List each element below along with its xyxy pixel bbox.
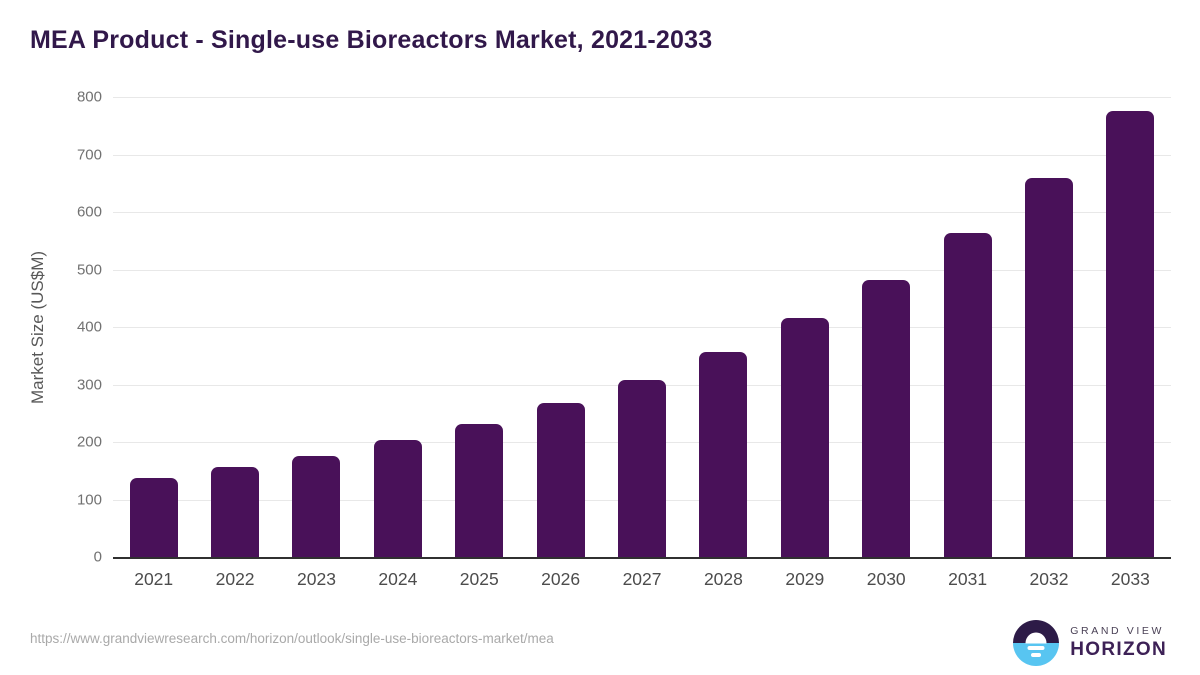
bar-band-2026 (520, 97, 601, 557)
x-tick-label-2023: 2023 (297, 569, 336, 589)
y-tick-label-800: 800 (76, 88, 102, 106)
bar-band-2027 (601, 97, 682, 557)
logo-product-line: HORIZON (1070, 639, 1167, 660)
bar-2033 (1106, 111, 1155, 557)
bar-2031 (943, 233, 992, 557)
bar-2024 (373, 440, 422, 557)
bar-series (113, 97, 1171, 557)
y-tick-label-400: 400 (76, 318, 102, 336)
x-tick-label-2024: 2024 (378, 569, 418, 589)
x-axis-line (113, 557, 1171, 559)
x-tick-label-2031: 2031 (948, 569, 988, 589)
bar-band-2033 (1090, 97, 1171, 557)
y-tick-label-100: 100 (76, 491, 102, 508)
sun-shape (1025, 632, 1047, 643)
x-tick-label-2029: 2029 (785, 569, 825, 589)
x-tick-label-2026: 2026 (541, 569, 581, 589)
bar-band-2028 (683, 97, 764, 557)
x-tick-label-2033: 2033 (1110, 569, 1150, 589)
wave-line-1 (1027, 646, 1045, 650)
bar-band-2023 (276, 97, 357, 557)
bar-2028 (699, 351, 748, 557)
bar-band-2029 (764, 97, 845, 557)
plot-area (113, 97, 1171, 559)
gridline-600 (113, 212, 1171, 213)
bar-band-2021 (113, 97, 194, 557)
x-tick-label-2030: 2030 (866, 569, 906, 589)
y-tick-label-200: 200 (76, 433, 102, 451)
bar-2025 (455, 423, 504, 557)
grandview-horizon-logo: GRAND VIEW HORIZON (1013, 620, 1167, 666)
bar-2026 (536, 402, 585, 557)
bar-band-2025 (439, 97, 520, 557)
y-tick-label-700: 700 (76, 146, 102, 163)
bar-2022 (211, 466, 260, 557)
source-url: https://www.grandviewresearch.com/horizo… (30, 631, 554, 646)
y-tick-label-0: 0 (93, 548, 102, 566)
wave-line-2 (1031, 653, 1042, 657)
gridline-800 (113, 97, 1171, 98)
horizon-sun-icon (1013, 620, 1060, 666)
x-tick-label-2032: 2032 (1029, 569, 1069, 589)
logo-wordmark: GRAND VIEW HORIZON (1070, 625, 1167, 661)
x-tick-label-2027: 2027 (622, 569, 662, 589)
gridline-700 (113, 154, 1171, 156)
bar-band-2024 (357, 97, 438, 557)
bar-2030 (862, 279, 911, 557)
bar-band-2032 (1008, 97, 1089, 557)
x-axis-tick-labels: 2021 2022 2023 2024 2025 2026 2027 2028 2029 2030… (113, 569, 1171, 590)
x-tick-label-2028: 2028 (703, 569, 743, 589)
bar-2027 (618, 379, 667, 557)
y-axis-title: Market Size (US$M) (28, 250, 47, 404)
x-tick-label-2021: 2021 (134, 569, 174, 589)
y-tick-label-500: 500 (76, 261, 102, 278)
gridline-400 (113, 327, 1171, 328)
x-tick-label-2022: 2022 (215, 569, 255, 589)
horizon-sky-half (1013, 620, 1060, 643)
x-tick-label-2025: 2025 (459, 569, 499, 589)
bar-band-2030 (846, 97, 927, 557)
logo-brand-line: GRAND VIEW (1070, 625, 1164, 637)
y-tick-label-600: 600 (76, 203, 102, 221)
bar-band-2022 (194, 97, 275, 557)
bar-2023 (292, 455, 341, 557)
y-tick-label-300: 300 (76, 376, 102, 393)
bar-2029 (780, 318, 829, 557)
y-axis-tick-labels: 0 100 200 300 400 500 600 700 800 (56, 89, 102, 566)
bar-band-2031 (927, 97, 1008, 557)
gridline-500 (113, 269, 1171, 271)
chart-title: MEA Product - Single-use Bioreactors Mar… (30, 26, 713, 54)
bar-2021 (129, 478, 178, 557)
bar-2032 (1024, 177, 1073, 557)
